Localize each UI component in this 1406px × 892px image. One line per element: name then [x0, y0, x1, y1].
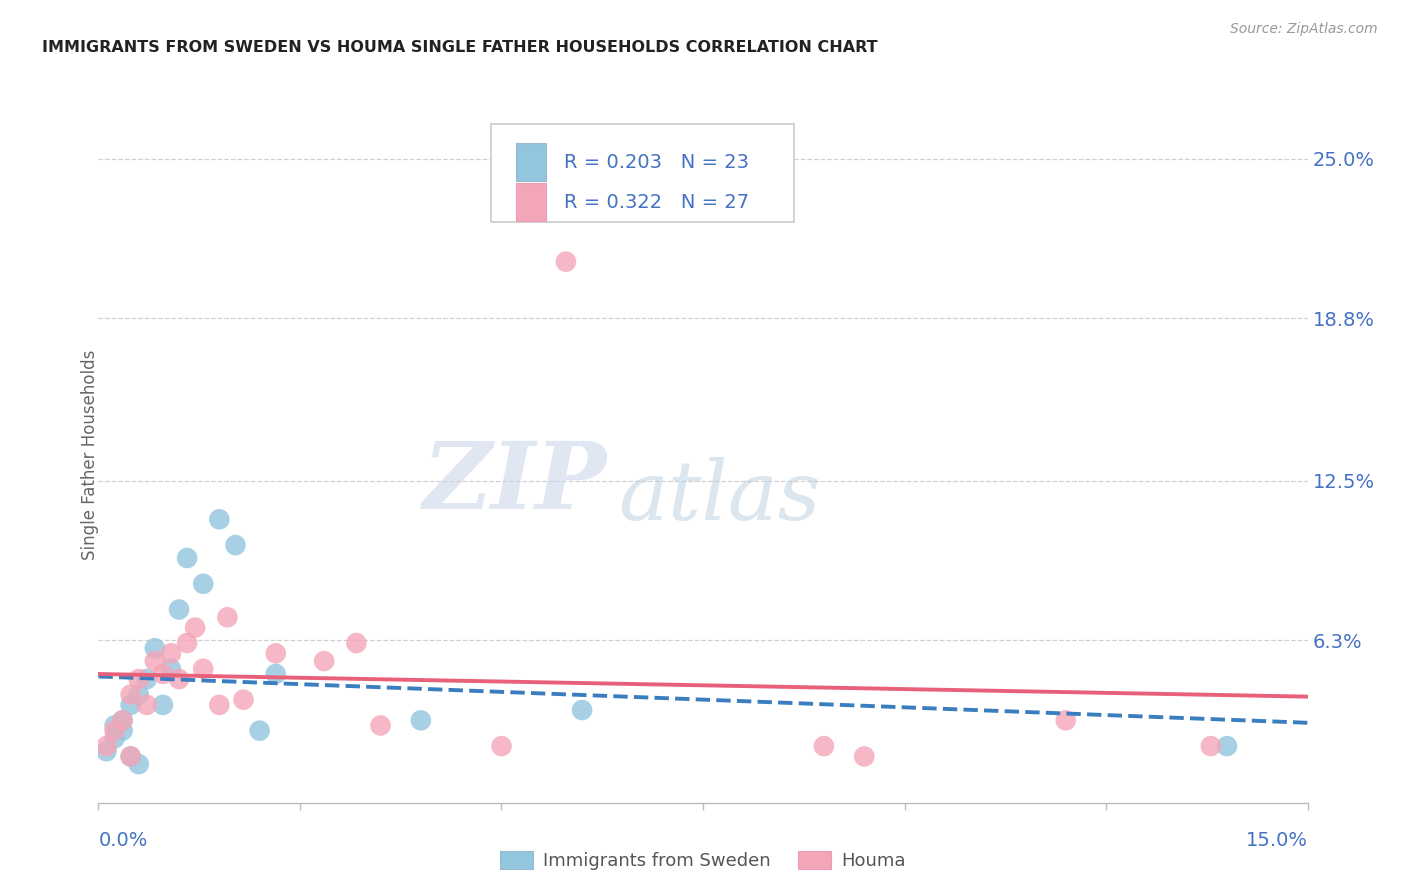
Point: [264, 667, 287, 681]
Point: [135, 698, 157, 712]
Point: [120, 749, 142, 764]
Point: [160, 646, 183, 660]
Point: [208, 512, 231, 526]
Point: [217, 610, 239, 624]
Point: [167, 602, 190, 616]
Point: [193, 576, 215, 591]
Point: [176, 551, 198, 566]
Point: [409, 714, 432, 728]
Y-axis label: Single Father Households: Single Father Households: [82, 350, 98, 560]
Point: [555, 254, 578, 268]
Point: [128, 672, 150, 686]
Point: [370, 718, 392, 732]
Point: [224, 538, 246, 552]
Point: [103, 718, 125, 732]
Point: [128, 757, 150, 772]
Text: 15.0%: 15.0%: [1246, 830, 1308, 850]
Point: [143, 641, 166, 656]
Point: [152, 667, 174, 681]
Point: [1054, 714, 1077, 728]
Text: IMMIGRANTS FROM SWEDEN VS HOUMA SINGLE FATHER HOUSEHOLDS CORRELATION CHART: IMMIGRANTS FROM SWEDEN VS HOUMA SINGLE F…: [42, 40, 877, 55]
Text: Source: ZipAtlas.com: Source: ZipAtlas.com: [1230, 22, 1378, 37]
Text: ZIP: ZIP: [422, 438, 606, 528]
Point: [120, 688, 142, 702]
Point: [143, 654, 166, 668]
Point: [176, 636, 198, 650]
Point: [103, 723, 125, 738]
Point: [314, 654, 336, 668]
Text: R = 0.322   N = 27: R = 0.322 N = 27: [564, 193, 749, 211]
Point: [111, 723, 134, 738]
Point: [152, 698, 174, 712]
Point: [96, 739, 118, 753]
FancyBboxPatch shape: [516, 143, 546, 181]
Point: [232, 692, 254, 706]
Point: [184, 621, 207, 635]
Point: [120, 698, 142, 712]
Text: R = 0.203   N = 23: R = 0.203 N = 23: [564, 153, 749, 172]
FancyBboxPatch shape: [516, 183, 546, 221]
Point: [344, 636, 367, 650]
Point: [111, 714, 134, 728]
Point: [208, 698, 231, 712]
Point: [1216, 739, 1239, 753]
Point: [249, 723, 271, 738]
Text: 0.0%: 0.0%: [98, 830, 148, 850]
Point: [128, 688, 150, 702]
Text: atlas: atlas: [619, 457, 821, 537]
Point: [111, 714, 134, 728]
Point: [167, 672, 190, 686]
Point: [853, 749, 876, 764]
Point: [491, 739, 513, 753]
Point: [160, 662, 183, 676]
Point: [813, 739, 835, 753]
Point: [135, 672, 157, 686]
Point: [103, 731, 125, 746]
Legend: Immigrants from Sweden, Houma: Immigrants from Sweden, Houma: [494, 844, 912, 877]
Point: [96, 744, 118, 758]
Point: [193, 662, 215, 676]
FancyBboxPatch shape: [492, 124, 793, 222]
Point: [264, 646, 287, 660]
Point: [571, 703, 593, 717]
Point: [120, 749, 142, 764]
Point: [1199, 739, 1222, 753]
